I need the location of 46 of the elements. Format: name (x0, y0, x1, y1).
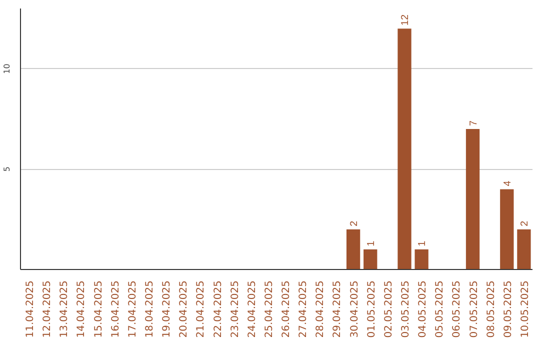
x-tick-label: 25.04.2025 (264, 280, 275, 338)
x-tick-label: 20.04.2025 (178, 280, 190, 338)
x-tick-label: 26.04.2025 (281, 280, 292, 338)
bar (466, 128, 480, 270)
bar (414, 249, 428, 270)
x-tick-label: 11.04.2025 (25, 280, 36, 338)
x-tick-label: 16.04.2025 (110, 280, 122, 338)
data-label: 2 (519, 220, 530, 226)
x-tick-label: 29.04.2025 (332, 280, 344, 338)
x-tick-label: 09.05.2025 (502, 280, 514, 338)
x-tick-label: 06.05.2025 (452, 280, 463, 338)
bar (500, 189, 514, 270)
x-tick-label: 19.04.2025 (162, 280, 173, 338)
x-tick-label: 17.04.2025 (127, 280, 138, 338)
x-tick-label: 30.04.2025 (349, 280, 360, 338)
x-tick-label: 22.04.2025 (212, 280, 224, 338)
x-tick-label: 04.05.2025 (418, 280, 429, 338)
data-label: 1 (366, 240, 377, 246)
x-tick-label: 12.04.2025 (42, 280, 54, 338)
x-tick-label: 05.05.2025 (434, 280, 446, 338)
x-tick-label: 15.04.2025 (93, 280, 104, 338)
x-tick-label: 24.04.2025 (246, 280, 258, 338)
x-tick-label: 08.05.2025 (486, 280, 497, 338)
data-label: 4 (502, 180, 514, 186)
bar (398, 28, 412, 270)
x-tick-label: 27.04.2025 (298, 280, 310, 338)
x-tick-label: 23.04.2025 (230, 280, 241, 338)
x-tick-label: 03.05.2025 (400, 280, 412, 338)
x-tick-label: 21.04.2025 (196, 280, 207, 338)
data-label: 12 (400, 14, 411, 26)
y-tick-label: 5 (2, 166, 12, 172)
x-tick-label: 13.04.2025 (59, 280, 70, 338)
x-tick-label: 07.05.2025 (468, 280, 480, 338)
bar (364, 249, 378, 270)
x-tick-label: 18.04.2025 (144, 280, 156, 338)
x-tick-label: 01.05.2025 (366, 280, 378, 338)
x-tick-label: 10.05.2025 (520, 280, 531, 338)
bar (346, 229, 360, 270)
data-label: 1 (417, 240, 428, 246)
y-tick-label: 10 (2, 64, 12, 74)
bar (517, 229, 531, 270)
x-tick-label: 14.04.2025 (76, 280, 88, 338)
data-label: 7 (468, 120, 480, 126)
x-tick-label: 02.05.2025 (383, 280, 394, 338)
data-label: 2 (348, 220, 360, 226)
x-tick-label: 28.04.2025 (315, 280, 326, 338)
